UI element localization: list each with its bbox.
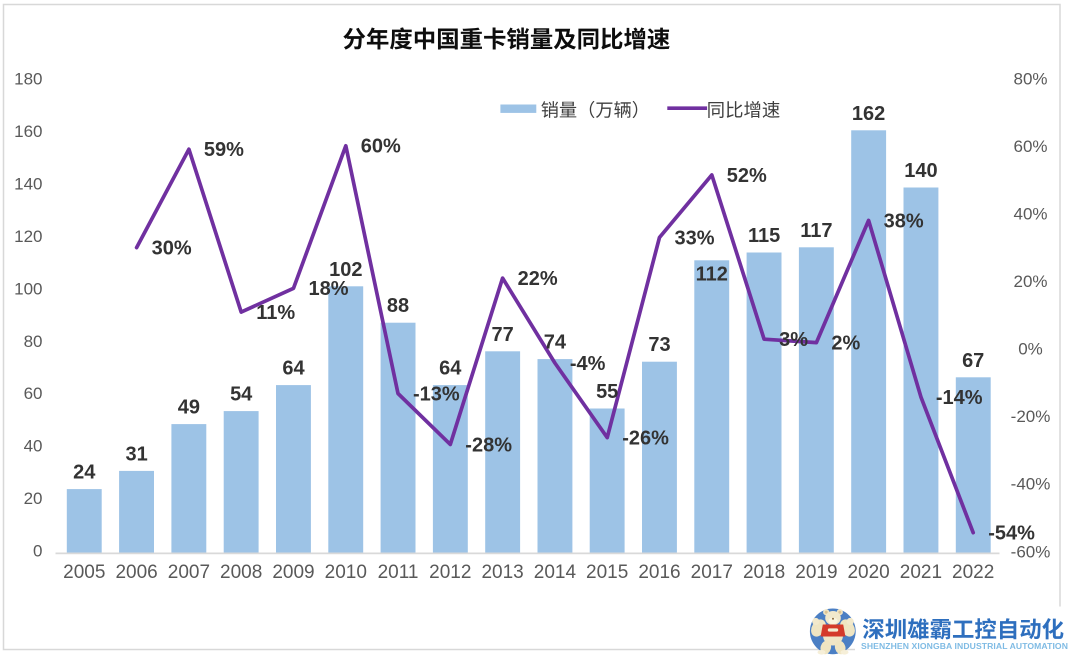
svg-text:2007: 2007 — [168, 562, 210, 583]
svg-text:112: 112 — [696, 263, 728, 285]
svg-text:2014: 2014 — [534, 562, 577, 583]
svg-text:-26%: -26% — [622, 428, 669, 450]
svg-text:160: 160 — [14, 122, 42, 141]
svg-text:-4%: -4% — [570, 353, 606, 375]
svg-text:2010: 2010 — [325, 562, 367, 583]
svg-text:54: 54 — [230, 384, 253, 406]
svg-text:2022: 2022 — [952, 562, 994, 583]
svg-text:18%: 18% — [309, 278, 349, 300]
svg-text:49: 49 — [178, 397, 200, 419]
svg-text:2012: 2012 — [429, 562, 471, 583]
svg-text:22%: 22% — [518, 268, 558, 290]
svg-text:40: 40 — [24, 437, 43, 456]
svg-text:38%: 38% — [884, 210, 924, 232]
svg-text:2017: 2017 — [691, 562, 733, 583]
svg-text:74: 74 — [544, 332, 567, 354]
svg-text:64: 64 — [439, 358, 462, 380]
svg-text:60%: 60% — [361, 136, 401, 158]
svg-text:20: 20 — [24, 489, 43, 508]
svg-text:117: 117 — [800, 220, 832, 242]
svg-text:100: 100 — [14, 279, 42, 298]
svg-text:2011: 2011 — [378, 562, 419, 583]
svg-text:0: 0 — [33, 542, 42, 561]
svg-text:31: 31 — [125, 443, 147, 465]
svg-text:2008: 2008 — [220, 562, 262, 583]
svg-text:80: 80 — [24, 332, 43, 351]
svg-text:2005: 2005 — [63, 562, 105, 583]
svg-text:73: 73 — [648, 334, 670, 356]
svg-text:140: 140 — [14, 174, 42, 193]
svg-text:67: 67 — [962, 350, 984, 372]
svg-text:40%: 40% — [1013, 205, 1047, 224]
svg-text:120: 120 — [14, 227, 42, 246]
svg-text:2021: 2021 — [900, 562, 942, 583]
svg-text:-54%: -54% — [988, 523, 1035, 545]
svg-text:115: 115 — [748, 225, 780, 247]
svg-text:2015: 2015 — [586, 562, 628, 583]
svg-text:-14%: -14% — [936, 387, 983, 409]
svg-text:33%: 33% — [675, 227, 715, 249]
svg-text:140: 140 — [904, 160, 937, 182]
svg-text:-13%: -13% — [413, 383, 460, 405]
svg-text:80%: 80% — [1013, 70, 1047, 89]
svg-text:162: 162 — [852, 103, 885, 125]
svg-text:180: 180 — [14, 70, 42, 89]
svg-text:24: 24 — [73, 462, 96, 484]
svg-text:102: 102 — [329, 259, 362, 281]
svg-text:20%: 20% — [1013, 272, 1047, 291]
svg-text:64: 64 — [282, 358, 305, 380]
svg-text:-40%: -40% — [1011, 475, 1051, 494]
svg-text:2006: 2006 — [115, 562, 157, 583]
svg-text:2%: 2% — [831, 333, 860, 355]
svg-text:11%: 11% — [256, 302, 295, 324]
svg-text:2019: 2019 — [795, 562, 837, 583]
svg-text:88: 88 — [387, 295, 409, 317]
svg-text:-28%: -28% — [465, 434, 512, 456]
svg-text:-20%: -20% — [1011, 407, 1051, 426]
svg-text:55: 55 — [596, 381, 618, 403]
svg-text:0%: 0% — [1018, 340, 1043, 359]
svg-text:60%: 60% — [1013, 137, 1047, 156]
svg-text:2020: 2020 — [847, 562, 889, 583]
svg-text:60: 60 — [24, 384, 43, 403]
svg-text:SHENZHEN XIONGBA INDUSTRIAL AU: SHENZHEN XIONGBA INDUSTRIAL AUTOMATION — [861, 641, 1068, 651]
svg-text:52%: 52% — [727, 165, 767, 187]
svg-text:2018: 2018 — [743, 562, 785, 583]
svg-text:30%: 30% — [152, 238, 192, 260]
svg-text:3%: 3% — [779, 329, 808, 351]
svg-text:-60%: -60% — [1011, 542, 1051, 561]
svg-text:2013: 2013 — [481, 562, 523, 583]
svg-text:2016: 2016 — [638, 562, 680, 583]
svg-text:2009: 2009 — [272, 562, 314, 583]
svg-text:59%: 59% — [204, 139, 244, 161]
svg-text:77: 77 — [491, 324, 513, 346]
